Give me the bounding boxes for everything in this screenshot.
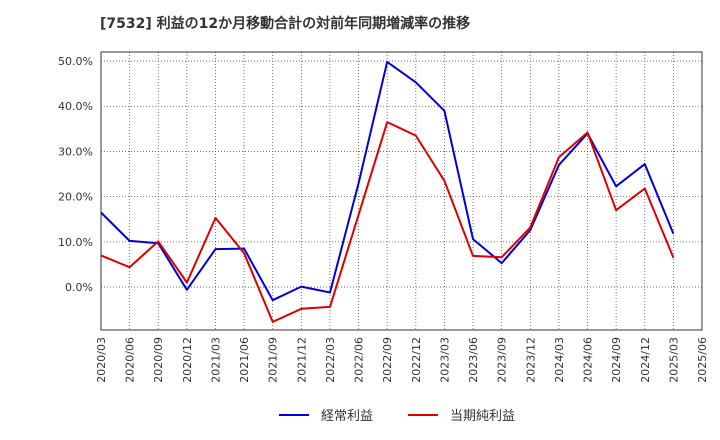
x-tick-label: 2021/12 [295, 337, 308, 383]
x-tick-label: 2022/09 [381, 337, 394, 383]
legend-label-ordinary-profit: 経常利益 [321, 409, 373, 424]
x-tick-label: 2023/03 [438, 337, 451, 383]
y-tick-label: 0.0% [65, 281, 93, 294]
y-tick-label: 50.0% [58, 55, 93, 68]
y-tick-label: 30.0% [58, 145, 93, 158]
y-tick-label: 40.0% [58, 100, 93, 113]
x-tick-label: 2021/09 [267, 337, 280, 383]
grid-lines [101, 52, 702, 330]
x-tick-label: 2025/03 [667, 337, 680, 383]
x-tick-label: 2023/06 [467, 337, 480, 383]
x-tick-label: 2020/06 [124, 337, 137, 383]
x-tick-label: 2021/03 [209, 337, 222, 383]
series-lines [100, 60, 675, 323]
y-axis: 0.0% 10.0% 20.0% 30.0% 40.0% 50.0% [58, 55, 93, 294]
series-line-0 [100, 60, 675, 302]
x-tick-label: 2020/09 [152, 337, 165, 383]
legend-label-net-profit: 当期純利益 [450, 409, 515, 424]
x-tick-label: 2024/09 [610, 337, 623, 383]
x-tick-label: 2023/09 [496, 337, 509, 383]
x-tick-label: 2024/06 [582, 337, 595, 383]
x-tick-label: 2020/03 [95, 337, 108, 383]
x-tick-label: 2021/06 [238, 337, 251, 383]
series-line-1 [100, 121, 675, 323]
x-tick-label: 2025/06 [696, 337, 709, 383]
y-tick-label: 20.0% [58, 191, 93, 204]
x-tick-label: 2024/12 [639, 337, 652, 383]
x-tick-label: 2024/03 [553, 337, 566, 383]
y-tick-label: 10.0% [58, 236, 93, 249]
plot-frame [100, 51, 703, 331]
x-tick-label: 2023/12 [524, 337, 537, 383]
x-tick-label: 2020/12 [181, 337, 194, 383]
x-tick-label: 2022/03 [324, 337, 337, 383]
x-tick-label: 2022/06 [353, 337, 366, 383]
x-tick-label: 2022/12 [410, 337, 423, 383]
legend: 経常利益 当期純利益 [279, 409, 515, 424]
x-axis: 2020/03 2020/06 2020/09 2020/12 2021/03 2021/… [95, 337, 709, 383]
chart-title: [7532] 利益の12か月移動合計の対前年同期増減率の推移 [100, 15, 470, 32]
